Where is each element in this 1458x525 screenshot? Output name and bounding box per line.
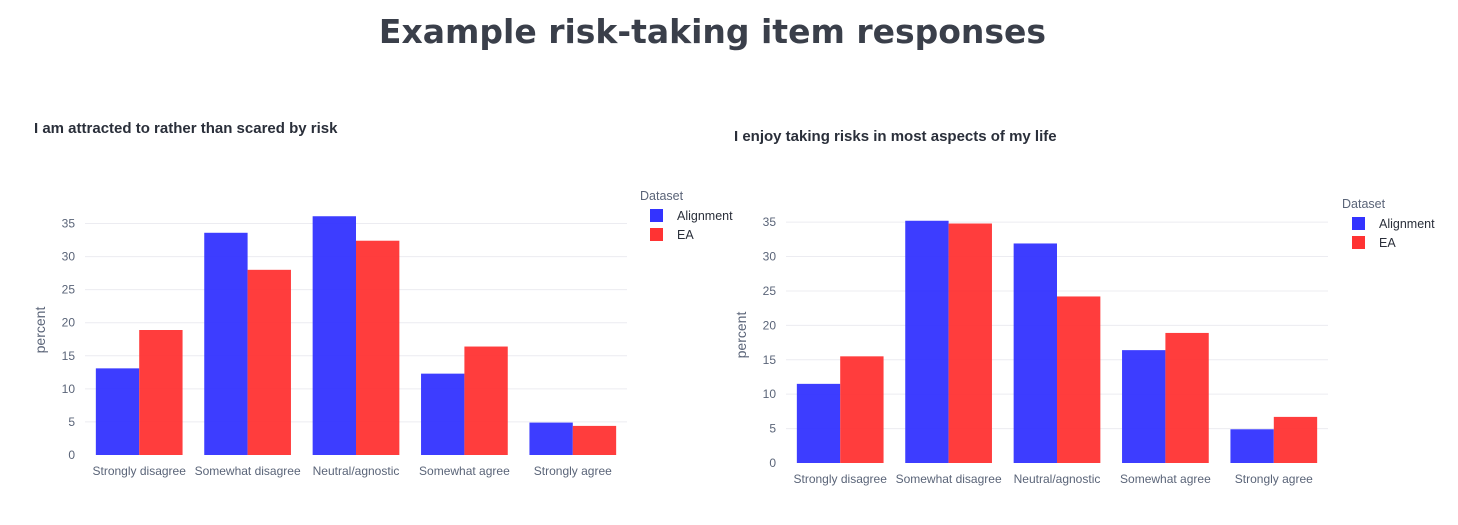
- x-tick-label: Somewhat disagree: [896, 472, 1002, 486]
- legend-swatch-ea: [650, 228, 663, 241]
- bar-ea-2: [247, 269, 291, 455]
- bar-alignment-1: [796, 383, 841, 463]
- y-tick-label: 20: [763, 318, 777, 332]
- bar-alignment-2: [204, 232, 248, 455]
- y-tick-label: 25: [62, 283, 76, 297]
- y-axis-title: percent: [733, 312, 749, 359]
- legend-title: Dataset: [1342, 197, 1386, 211]
- x-tick-label: Strongly disagree: [93, 464, 187, 478]
- legend-label: EA: [1379, 236, 1396, 250]
- y-tick-label: 15: [62, 349, 76, 363]
- y-tick-label: 30: [763, 250, 777, 264]
- x-tick-label: Neutral/agnostic: [313, 464, 400, 478]
- legend-title: Dataset: [640, 189, 684, 203]
- bar-ea-3: [1057, 296, 1101, 463]
- y-tick-label: 0: [68, 448, 75, 462]
- y-tick-label: 0: [769, 456, 776, 470]
- y-tick-label: 10: [763, 387, 777, 401]
- x-tick-label: Somewhat agree: [1120, 472, 1211, 486]
- page-title: Example risk-taking item responses: [378, 12, 1047, 51]
- bar-ea-1: [840, 356, 884, 463]
- bar-alignment-2: [905, 220, 949, 463]
- bar-alignment-3: [312, 216, 356, 455]
- x-tick-label: Neutral/agnostic: [1014, 472, 1101, 486]
- x-tick-label: Strongly disagree: [794, 472, 888, 486]
- bar-alignment-3: [1013, 243, 1057, 463]
- bar-ea-3: [356, 240, 400, 455]
- y-tick-label: 20: [62, 316, 76, 330]
- bar-ea-1: [139, 330, 183, 455]
- y-tick-label: 35: [763, 215, 777, 229]
- y-tick-label: 5: [68, 415, 75, 429]
- bar-ea-2: [948, 223, 992, 463]
- chart-title: I am attracted to rather than scared by …: [34, 120, 338, 137]
- bar-alignment-5: [529, 422, 573, 455]
- bar-alignment-4: [421, 373, 465, 455]
- legend-swatch-alignment: [650, 209, 663, 222]
- x-tick-label: Strongly agree: [1235, 472, 1313, 486]
- legend-swatch-ea: [1352, 236, 1365, 249]
- x-tick-label: Somewhat disagree: [195, 464, 301, 478]
- bar-ea-5: [572, 425, 617, 455]
- bar-ea-5: [1273, 416, 1318, 463]
- y-tick-label: 35: [62, 217, 76, 231]
- bar-ea-4: [464, 346, 508, 455]
- legend-swatch-alignment: [1352, 217, 1365, 230]
- y-tick-label: 5: [769, 422, 776, 436]
- y-tick-label: 25: [763, 284, 777, 298]
- y-axis-title: percent: [32, 307, 48, 354]
- y-tick-label: 10: [62, 382, 76, 396]
- x-tick-label: Somewhat agree: [419, 464, 510, 478]
- bar-alignment-1: [95, 368, 140, 455]
- legend-label: EA: [677, 228, 694, 242]
- bar-alignment-4: [1122, 350, 1166, 463]
- x-tick-label: Strongly agree: [534, 464, 612, 478]
- bar-alignment-5: [1230, 429, 1274, 463]
- legend-label: Alignment: [677, 209, 733, 223]
- y-tick-label: 15: [763, 353, 777, 367]
- chart-title: I enjoy taking risks in most aspects of …: [734, 128, 1057, 145]
- y-tick-label: 30: [62, 250, 76, 264]
- legend-label: Alignment: [1379, 217, 1435, 231]
- bar-ea-4: [1165, 332, 1209, 463]
